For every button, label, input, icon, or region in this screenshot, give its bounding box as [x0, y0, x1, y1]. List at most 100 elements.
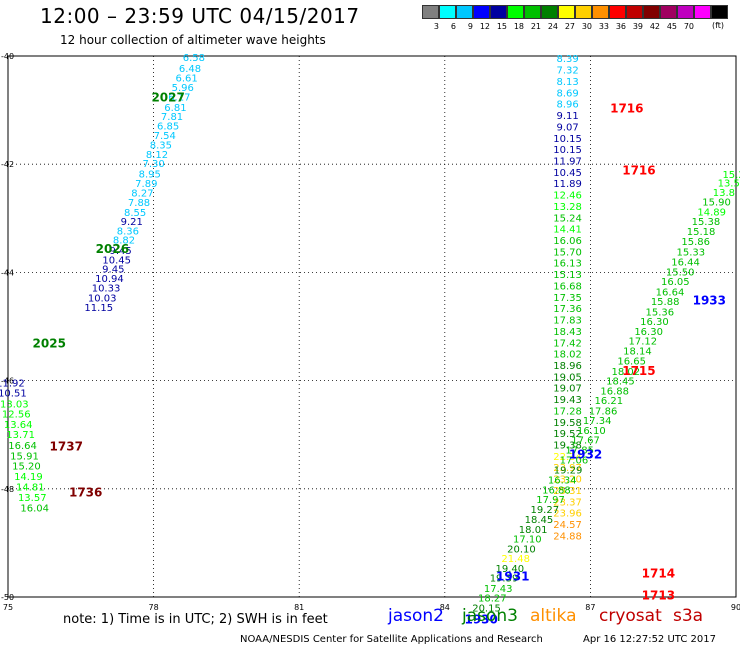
satellite-label-jason2: jason2 [388, 606, 444, 626]
wave-height-value: 13.57 [18, 493, 47, 504]
color-swatch [558, 5, 575, 19]
wave-height-value: 8.82 [113, 235, 135, 246]
color-swatch [524, 5, 541, 19]
plot-frame [7, 55, 737, 598]
wave-height-value: 7.88 [128, 198, 150, 209]
wave-height-value: 9.21 [121, 217, 143, 228]
wave-height-value: 6.81 [164, 103, 186, 114]
footer-timestamp: Apr 16 12:27:52 UTC 2017 [583, 634, 716, 645]
wave-height-value: 17.67 [571, 436, 600, 447]
pass-time-label: 1716 [610, 101, 643, 115]
color-swatch [677, 5, 694, 19]
wave-height-value: 11.15 [84, 303, 113, 314]
wave-height-value: 17.34 [583, 416, 612, 427]
pass-time-label: 1715 [622, 364, 655, 378]
wave-height-value: 16.44 [671, 258, 700, 269]
satellite-label-altika: altika [530, 606, 577, 626]
wave-height-value: 16.06 [553, 236, 582, 247]
wave-height-value: 16.21 [595, 396, 624, 407]
wave-height-value: 17.12 [628, 337, 657, 348]
wave-height-value: 18.02 [553, 350, 582, 361]
color-swatch [507, 5, 524, 19]
x-tick-label: 75 [3, 603, 13, 612]
satellite-label-cryosat: cryosat [599, 606, 662, 626]
wave-height-value: 7.89 [135, 179, 157, 190]
wave-height-value: 25.31 [553, 486, 582, 497]
wave-height-value: 6.48 [179, 64, 201, 75]
wave-height-value: 11.97 [553, 156, 582, 167]
wave-height-value: 10.33 [92, 284, 121, 295]
wave-height-value: 19.43 [553, 395, 582, 406]
wave-height-value: 6.61 [175, 74, 197, 85]
y-tick-label: -46 [1, 377, 14, 386]
color-swatch [541, 5, 558, 19]
wave-height-value: 6.85 [157, 121, 179, 132]
wave-height-value: 18.27 [478, 594, 507, 605]
color-scale-label: 18 [513, 22, 524, 31]
page-subtitle: 12 hour collection of altimeter wave hei… [60, 33, 326, 47]
color-scale-label: 12 [479, 22, 490, 31]
wave-height-value: 18.43 [553, 327, 582, 338]
wave-height-value: 20.15 [472, 603, 501, 614]
wave-height-value: 8.69 [556, 88, 578, 99]
wave-height-value: 17.10 [513, 535, 542, 546]
color-scale-label: 15 [496, 22, 507, 31]
color-swatch [473, 5, 490, 19]
wave-height-value: 18.01 [519, 525, 548, 536]
wave-height-value: 22.34 [553, 452, 582, 463]
color-scale-label: 3 [433, 22, 439, 31]
wave-height-value: 23.20 [553, 475, 582, 486]
wave-height-value: 16.34 [548, 476, 577, 487]
wave-height-value: 16.64 [656, 287, 685, 298]
wave-height-value: 8.35 [150, 140, 172, 151]
page-title: 12:00 – 23:59 UTC 04/15/2017 [40, 4, 360, 28]
x-tick-label: 81 [294, 603, 304, 612]
wave-height-value: 10.51 [0, 389, 27, 400]
wave-height-value: 10.15 [553, 145, 582, 156]
wave-height-value: 15.36 [645, 307, 674, 318]
wave-height-value: 13.28 [553, 202, 582, 213]
color-scale-label: 33 [598, 22, 609, 31]
wave-height-value: 19.40 [496, 564, 525, 575]
color-swatch [592, 5, 609, 19]
color-swatch [660, 5, 677, 19]
wave-height-value: 16.65 [617, 357, 646, 368]
color-scale-label: 36 [615, 22, 626, 31]
wave-height-value: 6.17 [168, 93, 190, 104]
wave-height-value: 17.35 [553, 293, 582, 304]
wave-height-value: 23.96 [553, 509, 582, 520]
wave-height-value: 9.45 [109, 246, 131, 257]
x-tick-label: 84 [440, 603, 450, 612]
x-tick-label: 90 [731, 603, 740, 612]
x-tick-label: 78 [149, 603, 159, 612]
wave-height-value: 9.11 [556, 111, 578, 122]
y-tick-label: -42 [1, 160, 14, 169]
wave-height-value: 19.58 [553, 418, 582, 429]
color-swatch [456, 5, 473, 19]
color-scale-unit: (ft) [712, 21, 725, 30]
wave-height-value: 10.03 [88, 293, 117, 304]
wave-height-value: 10.45 [102, 255, 131, 266]
wave-height-value: 16.30 [634, 327, 663, 338]
pass-time-label: 1932 [569, 448, 602, 462]
satellite-label-s3a: s3a [673, 606, 704, 626]
wave-height-value: 12.46 [553, 191, 582, 202]
pass-time-label: 1933 [693, 293, 726, 307]
wave-height-value: 13.71 [6, 430, 35, 441]
wave-height-value: 19.39 [490, 574, 519, 585]
color-swatch [694, 5, 711, 19]
color-scale-labels: 3 6 9 12 15 18 21 24 27 30 33 36 39 42 45 70 [422, 22, 694, 34]
wave-height-value: 8.27 [131, 188, 153, 199]
wave-height-value: 15.70 [553, 247, 582, 258]
wave-height-value: 23.97 [553, 463, 582, 474]
wave-height-value: 15.33 [677, 247, 706, 258]
color-scale-label: 6 [450, 22, 456, 31]
color-scale-label: 39 [632, 22, 643, 31]
color-scale-label: 24 [547, 22, 558, 31]
wave-height-value: 14.41 [553, 225, 582, 236]
pass-time-label: 1716 [622, 164, 655, 178]
wave-height-value: 16.04 [20, 503, 49, 514]
wave-height-value: 13.64 [4, 420, 33, 431]
